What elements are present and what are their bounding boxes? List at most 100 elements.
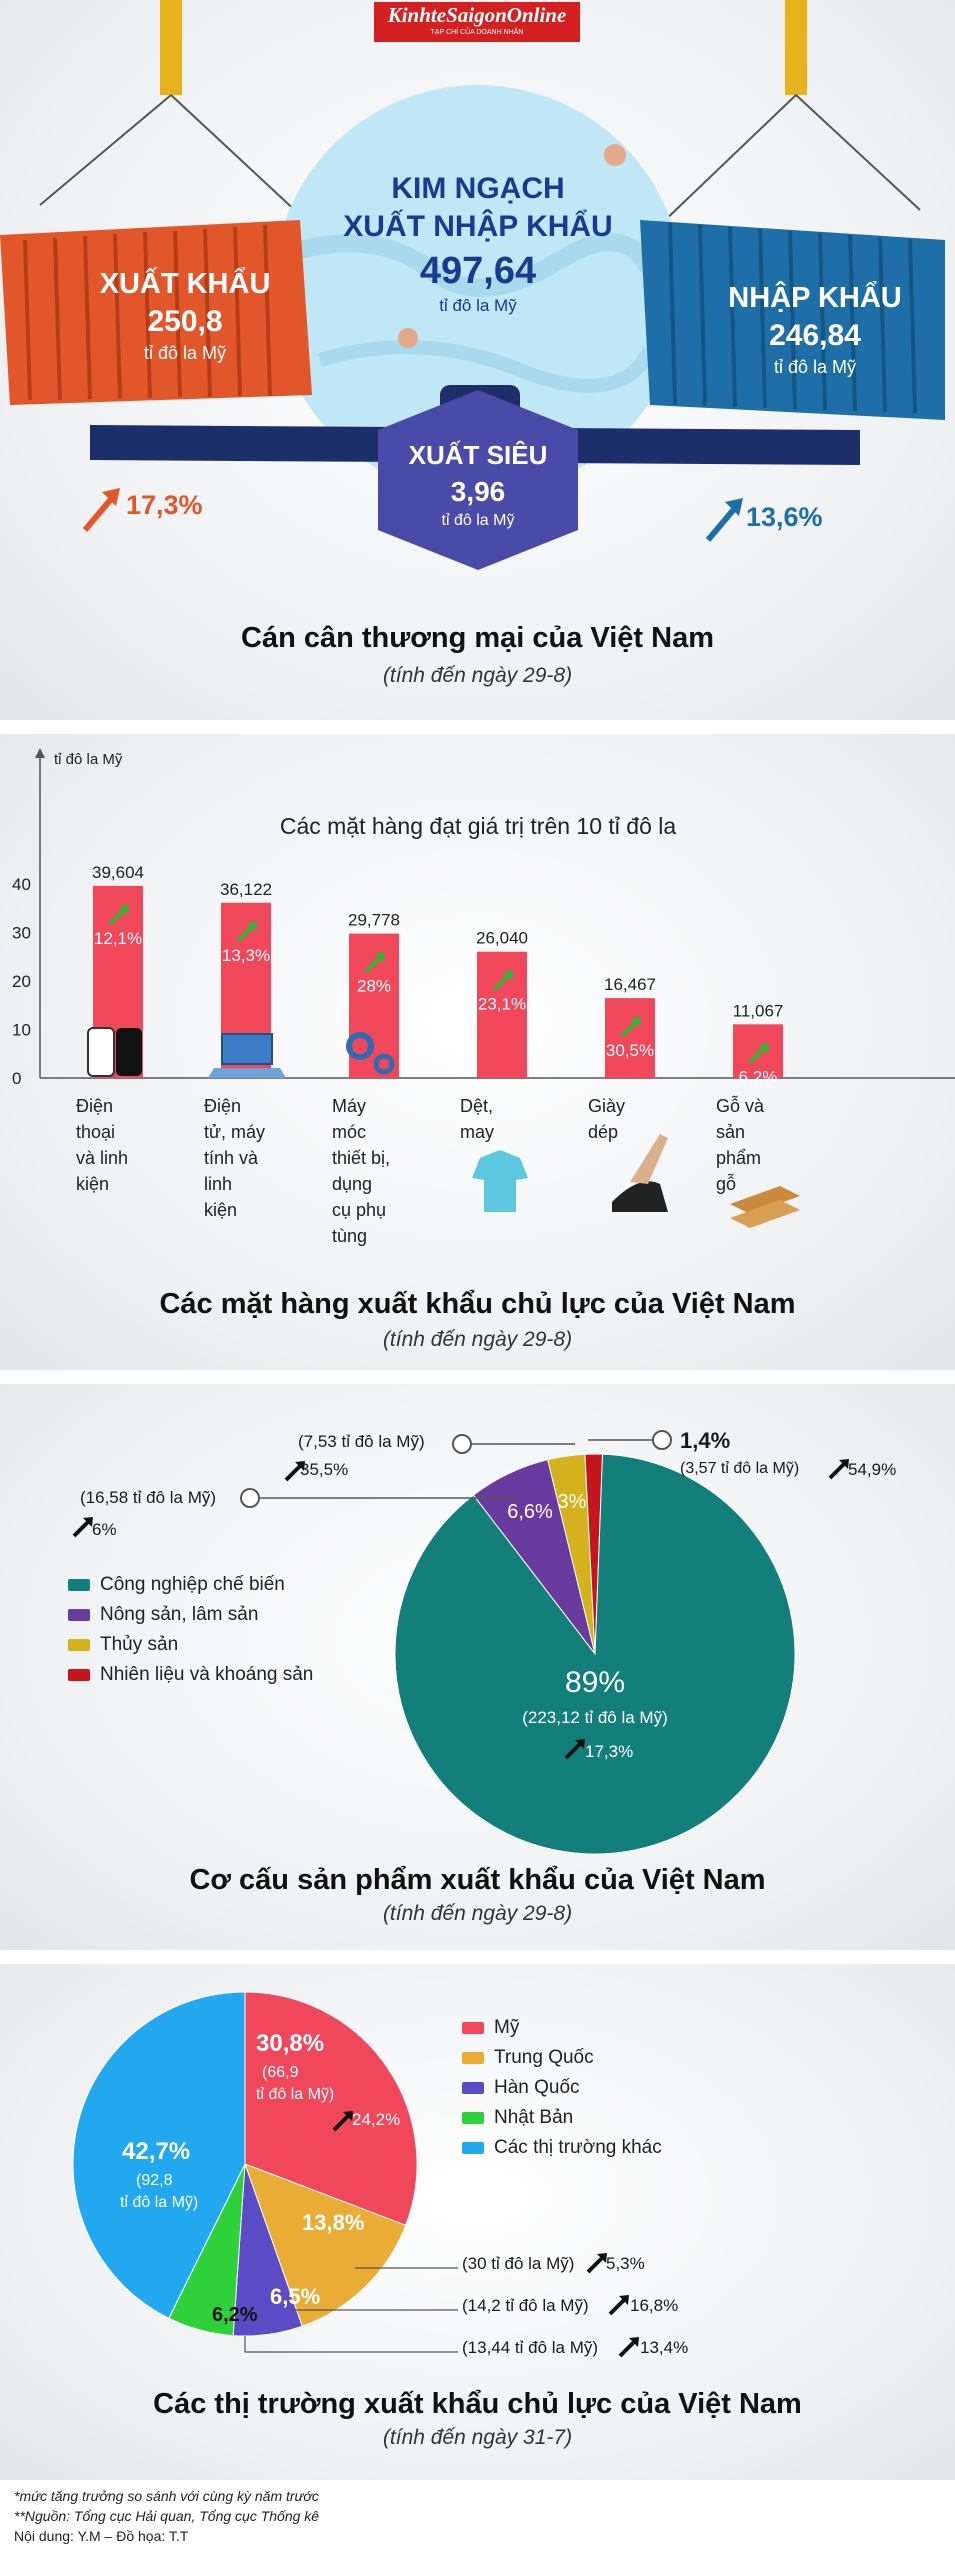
legend-label: Công nghiệp chế biến	[100, 1574, 285, 1595]
callout-fuel-pct: 1,4%	[680, 1428, 731, 1453]
bar-growth-label: 12,1%	[94, 929, 142, 948]
export-markets-pie	[72, 1991, 639, 2358]
export-container	[0, 220, 312, 405]
import-container	[640, 220, 945, 420]
jp-note: (13,44 tỉ đô la Mỹ)	[462, 2338, 599, 2357]
balance-illustration	[0, 0, 945, 570]
bar	[477, 951, 527, 1078]
callout-dot	[452, 1434, 472, 1454]
pie-slice	[244, 1991, 418, 2226]
growth-arrow-icon	[343, 2111, 353, 2121]
growth-arrow-icon	[119, 904, 129, 915]
pie2-subtitle: (tính đến ngày 31-7)	[382, 2426, 573, 2449]
category-label: sản	[716, 1122, 745, 1142]
logo-text: KinhteSaigonOnline	[387, 3, 567, 27]
category-label: tính và	[204, 1148, 259, 1168]
growth-arrow-icon	[83, 1517, 93, 1527]
other-pct: 42,7%	[122, 2138, 191, 2165]
laptop-icon	[208, 1068, 286, 1078]
category-label: kiện	[76, 1174, 109, 1194]
bar-value-label: 39,604	[92, 863, 144, 882]
import-value: 246,84	[769, 319, 861, 352]
category-label: Dệt,	[460, 1096, 493, 1116]
category-label: phẩm	[716, 1148, 761, 1168]
growth-arrow-icon	[828, 1462, 846, 1480]
import-growth: 13,6%	[746, 502, 823, 532]
slice-label: 6,6%	[507, 1501, 553, 1523]
growth-arrow-icon	[247, 921, 257, 932]
balance-subtitle: (tính đến ngày 29-8)	[382, 664, 573, 687]
center-title-1: KIM NGẠCH	[391, 172, 565, 205]
growth-arrow-icon	[492, 974, 510, 992]
phone-icon	[116, 1028, 142, 1076]
us-growth: 24,2%	[352, 2110, 401, 2129]
growth-arrow-icon	[332, 2114, 350, 2132]
growth-arrow-icon	[629, 2337, 639, 2347]
export-unit: tỉ đô la Mỹ	[143, 343, 227, 363]
export-structure-section: 6,6% 3% (7,53 tỉ đô la Mỹ) 35,5% 1,4% (3,…	[0, 1384, 955, 1950]
bar	[605, 998, 655, 1078]
pie-slice	[244, 2163, 407, 2327]
callout-agri-growth: 6%	[92, 1520, 117, 1539]
bar-growth-label: 30,5%	[606, 1041, 654, 1060]
callout-fuel-value: (3,57 tỉ đô la Mỹ)	[680, 1460, 800, 1477]
y-tick-label: 30	[12, 924, 31, 943]
footer-note-3: Nội dung: Y.M – Đồ họa: T.T	[14, 2528, 189, 2544]
total-unit: tỉ đô la Mỹ	[439, 296, 517, 315]
growth-arrow-icon	[618, 2340, 636, 2358]
growth-arrow-icon	[236, 925, 254, 943]
category-label: Máy	[332, 1096, 366, 1116]
crane-left	[160, 0, 182, 95]
other-value-1: (92,8	[136, 2172, 173, 2189]
pie2-legend-item: Các thị trường khác	[462, 2137, 662, 2159]
footer-note-1: *mức tăng trưởng so sánh với cùng kỳ năm…	[14, 2488, 319, 2504]
category-label: gỗ	[716, 1173, 736, 1194]
category-label: tử, máy	[204, 1122, 265, 1142]
category-label: Điện	[204, 1096, 241, 1116]
legend-swatch	[68, 1669, 90, 1681]
growth-arrow-icon	[748, 1046, 766, 1064]
growth-arrow-icon	[839, 1459, 849, 1469]
pie2-legend-item: Hàn Quốc	[462, 2077, 580, 2099]
legend-label: Trung Quốc	[494, 2047, 594, 2068]
growth-arrow-icon	[364, 956, 382, 973]
logo-sub: TẠP CHÍ CỦA DOANH NHÂN	[430, 29, 524, 36]
us-value-1: (66,9	[262, 2064, 299, 2081]
main-value: (223,12 tỉ đô la Mỹ)	[522, 1708, 668, 1727]
bar-section-title: Các mặt hàng xuất khẩu chủ lực của Việt …	[159, 1288, 796, 1320]
pie-slice	[394, 1453, 796, 1855]
slice-label: 3%	[558, 1491, 587, 1513]
callout-fish-value: (7,53 tỉ đô la Mỹ)	[298, 1432, 425, 1451]
export-markets-section: 30,8% (66,9 tỉ đô la Mỹ) 24,2% 42,7% (92…	[0, 1964, 955, 2480]
gears-icon	[346, 1032, 374, 1060]
category-label: cụ phụ	[332, 1200, 386, 1220]
y-tick-label: 0	[12, 1069, 21, 1088]
category-label: thiết bị,	[332, 1148, 390, 1168]
legend-label: Nông sản, lâm sản	[100, 1604, 259, 1625]
bar-chart-title: Các mặt hàng đạt giá trị trên 10 tỉ đô l…	[280, 813, 677, 839]
y-tick-label: 20	[12, 972, 31, 991]
kr-note: (14,2 tỉ đô la Mỹ)	[462, 2296, 589, 2315]
pie1-legend-item: Nhiên liệu và khoáng sản	[68, 1664, 313, 1686]
growth-arrow-icon	[586, 2256, 604, 2274]
legend-swatch	[68, 1579, 90, 1591]
shoe-icon	[612, 1181, 668, 1212]
legend-swatch	[462, 2052, 484, 2064]
bar-value-label: 16,467	[604, 975, 656, 994]
cn-growth: 5,3%	[606, 2254, 645, 2273]
growth-arrow-icon	[608, 2298, 626, 2316]
pie2-title: Các thị trường xuất khẩu chủ lực của Việ…	[153, 2388, 802, 2420]
footer-note-2: **Nguồn: Tổng cục Hải quan, Tổng cục Thố…	[14, 2508, 320, 2524]
bar	[733, 1024, 783, 1078]
y-axis-label: tỉ đô la Mỹ	[54, 751, 123, 768]
pie1-legend-item: Nông sản, lâm sản	[68, 1604, 258, 1626]
y-tick-label: 10	[12, 1021, 31, 1040]
export-growth: 17,3%	[126, 490, 203, 520]
category-label: Gỗ và	[716, 1095, 765, 1116]
callout-dot	[652, 1430, 672, 1450]
surplus-unit: tỉ đô la Mỹ	[441, 512, 515, 529]
import-label: NHẬP KHẨU	[728, 282, 902, 314]
growth-arrow-icon	[619, 2295, 629, 2305]
growth-arrow-icon	[597, 2253, 607, 2263]
export-goods-section: tỉ đô la Mỹ Các mặt hàng đạt giá trị trên…	[0, 734, 955, 1370]
